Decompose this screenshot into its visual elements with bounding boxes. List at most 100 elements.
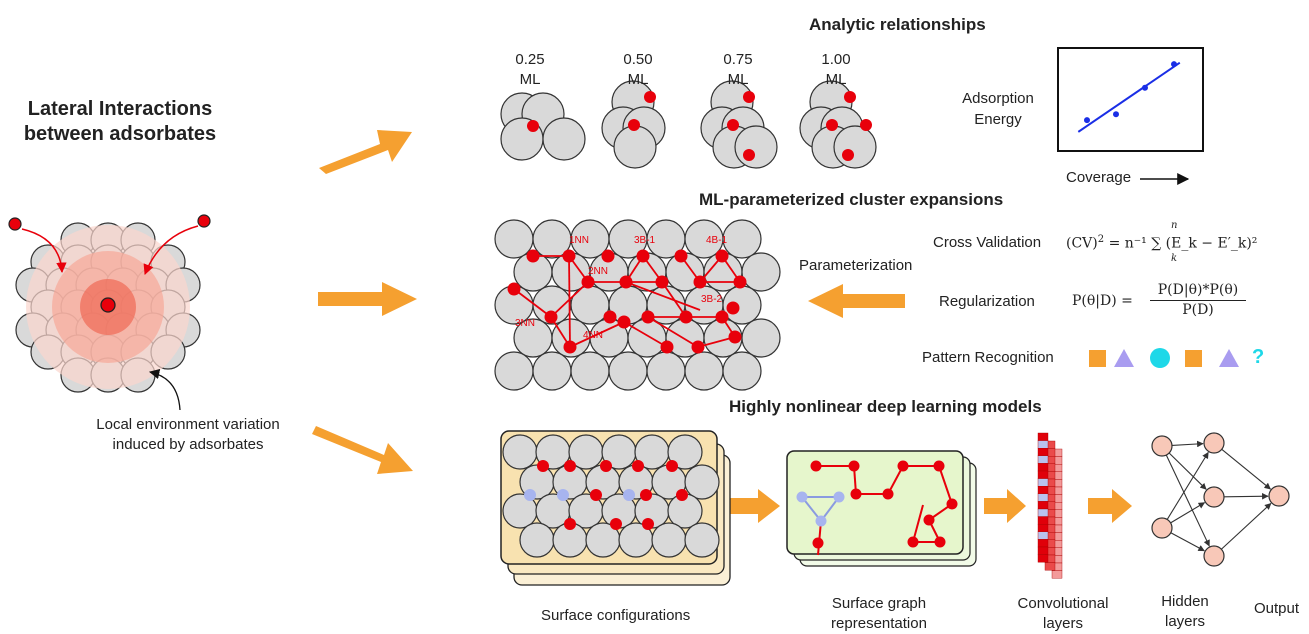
adsorbate-dot [743,91,755,103]
graph-card-front [786,450,964,555]
left-title: Lateral Interactions between adsorbates [6,97,234,147]
incoming-adsorbate-right [197,214,211,228]
pattern-recognition-label: Pattern Recognition [922,349,1054,366]
adsorbate-dot [666,460,678,472]
cv-formula: (CV)2 = n⁻¹ ∑ (E_k − E′_k)² [1066,234,1258,252]
square-icon [1185,350,1202,367]
conv-cell [1037,470,1049,479]
adsorbate-dot [733,275,747,289]
adsorbate-dot [826,119,838,131]
cluster-label-4nn: 4NN [583,330,604,341]
conv-cell [1037,455,1049,464]
adsorbate-dot [727,119,739,131]
surface-configuration-stack [500,430,731,586]
adsorbate-dot [693,275,707,289]
cv-rhs: = n⁻¹ ∑ (E_k − E′_k)² [1108,235,1258,252]
adsorbate-dot [623,489,635,501]
regularization-label: Regularization [939,293,1035,310]
adsorbate-dot [636,249,650,263]
data-point [1142,84,1148,91]
surface-atom [722,351,762,391]
surface-atom [502,434,538,470]
plot-frame [1057,47,1204,152]
adsorbate-dot [676,489,688,501]
convolutional-layer-stack [1037,432,1063,579]
surface-atom [734,125,778,169]
cluster-label-3b1: 3B-1 [634,235,656,246]
conv-cell [1037,524,1049,533]
conv-cell [1037,554,1049,563]
adsorbate-dot [600,460,612,472]
neuron [1203,545,1225,567]
adsorbate-dot [601,249,615,263]
graph-edge [912,504,924,543]
graph-nodes [796,460,958,556]
arrow-conv-to-hidden [1088,489,1132,523]
adsorbate-dot [507,282,521,296]
network-edge [1168,452,1207,490]
adsorbate-dot [524,489,536,501]
data-point [1171,61,1177,68]
conv-cell [1037,448,1049,457]
cluster-label-3b2: 3B-2 [701,294,723,305]
neuron [1151,517,1173,539]
arrow-to-cluster-expansion [318,282,417,316]
adsorbate-dot [610,518,622,530]
adsorbate-dot [632,460,644,472]
surface-atom [684,522,720,558]
network-edge [1170,502,1206,524]
plot-ylabel: Adsorption Energy [948,88,1048,130]
orange-arrows [312,130,1132,523]
adsorbate-dot [726,301,740,315]
surface-graph-stack [786,450,977,567]
interaction-bond [647,316,699,348]
output-label: Output [1254,600,1300,617]
adsorbate-dot [810,460,822,472]
adsorbate-dot [527,120,539,132]
surface-atom [684,464,720,500]
coverage-motifs [500,80,877,169]
adsorbate-dot [728,330,742,344]
network-edge [1221,448,1271,490]
surface-atom [542,117,586,161]
arrow-config-to-graph [728,489,780,523]
left-caption: Local environment variation induced by a… [68,415,308,455]
coverage-unit: ML [519,71,541,88]
question-icon: ? [1252,346,1265,368]
surface-atom [667,434,703,470]
adsorbate-dot [537,460,549,472]
bayes-denominator: P(D) [1182,302,1214,318]
caption-line1: Local environment variation [96,416,280,433]
ylabel-line2: Energy [974,111,1022,128]
coverage-label-100: 1.00 ML [813,50,859,90]
adsorbate-dot [641,310,655,324]
coverage-value: 0.25 [515,51,545,68]
adsorbate-dot [715,310,729,324]
adsorbate-dot [674,249,688,263]
conv-cell [1037,539,1049,548]
adsorbate-dot [796,491,808,503]
data-point [1113,111,1119,118]
surface-atom [608,351,648,391]
adsorbate-dot [844,91,856,103]
cluster-label-3nn: 3NN [515,318,536,329]
adsorbate-dot [882,488,894,500]
incoming-adsorbate-left [8,217,22,231]
adsorbate-dot [743,149,755,161]
surface-atom [532,351,572,391]
interaction-bond [568,255,571,348]
left-title-line2: between adsorbates [23,123,217,145]
adsorbate-dot [923,514,935,526]
coverage-label-025: 0.25 ML [507,50,553,90]
coverage-value: 0.50 [623,51,653,68]
surface-atom [722,219,762,259]
square-icon [1089,350,1106,367]
adsorbate-dot [563,340,577,354]
center-adsorbate [100,297,116,313]
adsorbate-dot [619,275,633,289]
adsorbate-dot [842,149,854,161]
coverage-value: 0.75 [723,51,753,68]
adsorbate-dot [848,460,860,472]
adsorbate-dot [617,315,631,329]
coverage-label-050: 0.50 ML [615,50,661,90]
